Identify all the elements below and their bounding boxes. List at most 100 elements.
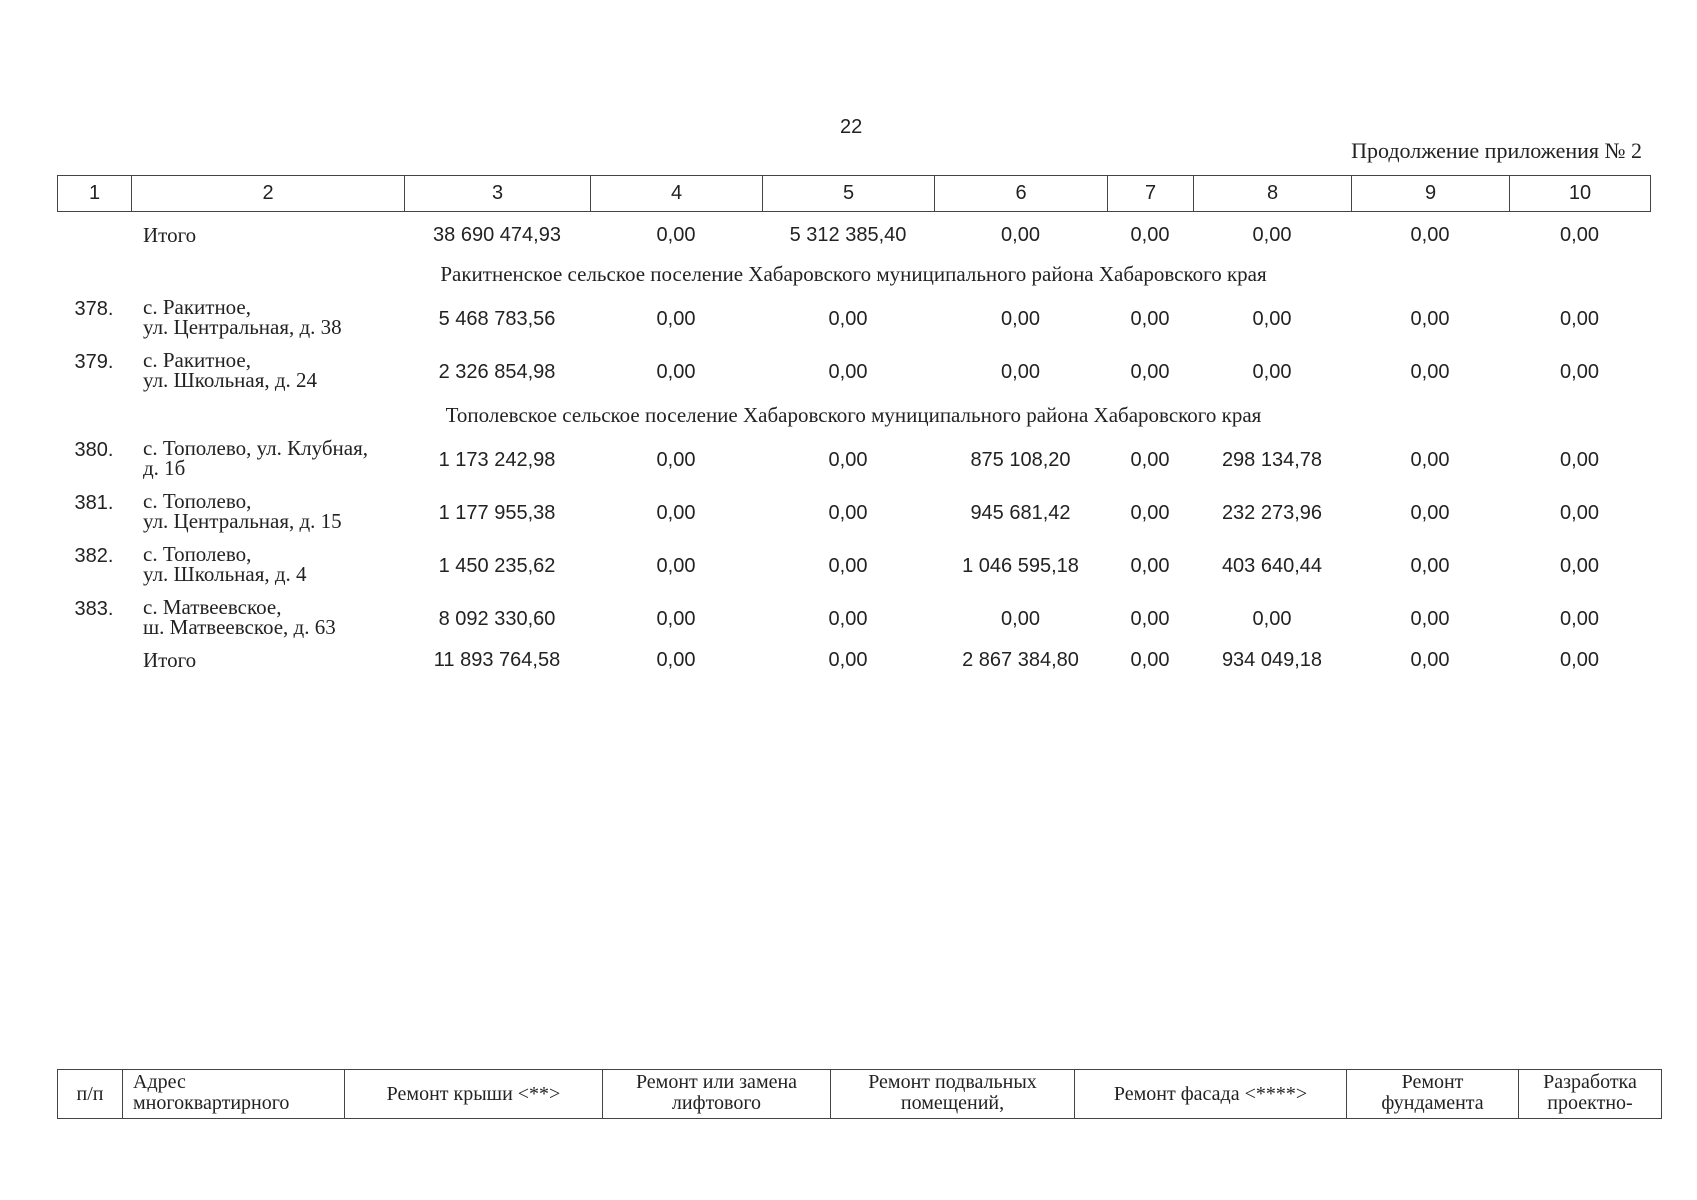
cell-value: 5 468 783,56: [438, 307, 556, 330]
total-row: Итого 11 893 764,58 0,00 0,00 2 867 384,…: [57, 640, 1650, 680]
header-line: многоквартирного: [133, 1092, 290, 1114]
cell-value: 1 450 235,62: [438, 554, 556, 577]
header-cell-foundation: Ремонт фундамента: [1346, 1069, 1519, 1119]
header-line: фундамента: [1381, 1092, 1484, 1114]
column-number: 7: [1107, 175, 1194, 212]
cell-value: 0,00: [656, 307, 696, 330]
column-number: 9: [1351, 175, 1510, 212]
cell-value: 0,00: [1560, 223, 1599, 246]
header-cell-facade: Ремонт фасада <****>: [1074, 1069, 1347, 1119]
cell-value: 0,00: [1001, 223, 1040, 246]
header-line: Разработка: [1543, 1071, 1637, 1093]
row-number: 379.: [74, 351, 114, 373]
cell-value: 0,00: [1252, 307, 1292, 330]
address-line: ш. Матвеевское, д. 63: [143, 615, 336, 639]
cell-value: 0,00: [656, 554, 696, 577]
address-line: с. Тополево,: [143, 489, 252, 513]
address-line: с. Матвеевское,: [143, 595, 282, 619]
cell-value: 0,00: [1560, 448, 1599, 471]
cell-value: 0,00: [1410, 607, 1450, 630]
cell-value: 5 312 385,40: [789, 223, 907, 246]
cell-value: 0,00: [828, 607, 868, 630]
column-number: 3: [404, 175, 591, 212]
cell-value: 1 173 242,98: [438, 448, 556, 471]
cell-value: 0,00: [1252, 607, 1292, 630]
cell-value: 0,00: [1410, 360, 1450, 383]
cell-value: 0,00: [1130, 223, 1170, 246]
cell-value: 1 046 595,18: [962, 554, 1079, 577]
header-cell-basement: Ремонт подвальных помещений,: [830, 1069, 1075, 1119]
cell-value: 0,00: [828, 554, 868, 577]
cell-value: 0,00: [828, 360, 868, 383]
cell-value: 0,00: [1001, 360, 1040, 383]
cell-value: 0,00: [1410, 501, 1450, 524]
cell-value: 0,00: [1560, 307, 1599, 330]
address-line: ул. Школьная, д. 24: [143, 368, 318, 392]
cell-value: 945 681,42: [970, 501, 1071, 524]
cell-value: 0,00: [1560, 607, 1599, 630]
cell-value: 2 326 854,98: [438, 360, 556, 383]
column-number: 2: [131, 175, 405, 212]
section-title: Ракитненское сельское поселение Хабаровс…: [440, 262, 1267, 286]
row-label: Итого: [143, 223, 197, 247]
row-label: Итого: [143, 648, 197, 672]
address-line: с. Ракитное,: [143, 295, 252, 319]
header-cell-address: Адрес многоквартирного: [122, 1069, 345, 1119]
cell-value: 0,00: [1252, 360, 1292, 383]
cell-value: 38 690 474,93: [433, 223, 561, 246]
column-number: 1: [57, 175, 132, 212]
cell-value: 0,00: [656, 607, 696, 630]
header-cell-roof: Ремонт крыши <**>: [344, 1069, 603, 1119]
next-page-header-fragment: п/п Адрес многоквартирного Ремонт крыши …: [57, 1069, 1662, 1119]
row-number: 383.: [74, 598, 114, 620]
table-row: 380. с. Тополево, ул. Клубная, д. 1б 1 1…: [57, 435, 1650, 485]
cell-value: 2 867 384,80: [962, 648, 1079, 671]
row-address: с. Тополево, ул. Школьная, д. 4: [143, 542, 413, 585]
header-cell-elevator: Ремонт или замена лифтового: [602, 1069, 831, 1119]
column-number-header: 1 2 3 4 5 6 7 8 9 10: [57, 175, 1651, 212]
header-cell-design: Разработка проектно-: [1518, 1069, 1662, 1119]
row-number: 382.: [74, 545, 114, 567]
cell-value: 232 273,96: [1221, 501, 1323, 524]
column-number: 6: [934, 175, 1108, 212]
cell-value: 0,00: [1130, 607, 1170, 630]
row-number: 378.: [74, 298, 114, 320]
address-line: с. Ракитное,: [143, 348, 252, 372]
table-row: 379. с. Ракитное, ул. Школьная, д. 24 2 …: [57, 347, 1650, 397]
cell-value: 0,00: [656, 360, 696, 383]
table-row: 383. с. Матвеевское, ш. Матвеевское, д. …: [57, 594, 1650, 644]
cell-value: 0,00: [656, 223, 696, 246]
header-line: помещений,: [900, 1092, 1005, 1114]
cell-value: 0,00: [1410, 448, 1450, 471]
header-line: лифтового: [671, 1092, 762, 1114]
header-line: Ремонт подвальных: [868, 1071, 1037, 1093]
cell-value: 0,00: [1560, 648, 1599, 671]
cell-value: 0,00: [1560, 360, 1599, 383]
cell-value: 0,00: [1130, 501, 1170, 524]
address-line: ул. Центральная, д. 15: [143, 509, 342, 533]
header-line: Ремонт: [1401, 1071, 1464, 1093]
row-number: 381.: [74, 492, 114, 514]
cell-value: 0,00: [1560, 501, 1599, 524]
address-line: с. Тополево,: [143, 542, 252, 566]
table-row: 378. с. Ракитное, ул. Центральная, д. 38…: [57, 294, 1650, 344]
address-line: ул. Центральная, д. 38: [143, 315, 342, 339]
row-address: с. Матвеевское, ш. Матвеевское, д. 63: [143, 595, 413, 639]
cell-value: 1 177 955,38: [438, 501, 556, 524]
row-address: с. Ракитное, ул. Школьная, д. 24: [143, 348, 413, 392]
row-address: с. Ракитное, ул. Центральная, д. 38: [143, 295, 413, 339]
cell-value: 934 049,18: [1221, 648, 1323, 671]
cell-value: 0,00: [1001, 607, 1040, 630]
cell-value: 0,00: [828, 648, 868, 671]
cell-value: 0,00: [828, 501, 868, 524]
header-line: Адрес: [133, 1071, 186, 1093]
header-line: Ремонт или замена: [635, 1071, 798, 1093]
cell-value: 0,00: [1001, 307, 1040, 330]
cell-value: 0,00: [1130, 448, 1170, 471]
address-line: д. 1б: [143, 456, 186, 480]
cell-value: 0,00: [656, 448, 696, 471]
table-row: 381. с. Тополево, ул. Центральная, д. 15…: [57, 488, 1650, 538]
cell-value: 0,00: [1130, 554, 1170, 577]
table-row: 382. с. Тополево, ул. Школьная, д. 4 1 4…: [57, 541, 1650, 591]
cell-value: 0,00: [828, 307, 868, 330]
